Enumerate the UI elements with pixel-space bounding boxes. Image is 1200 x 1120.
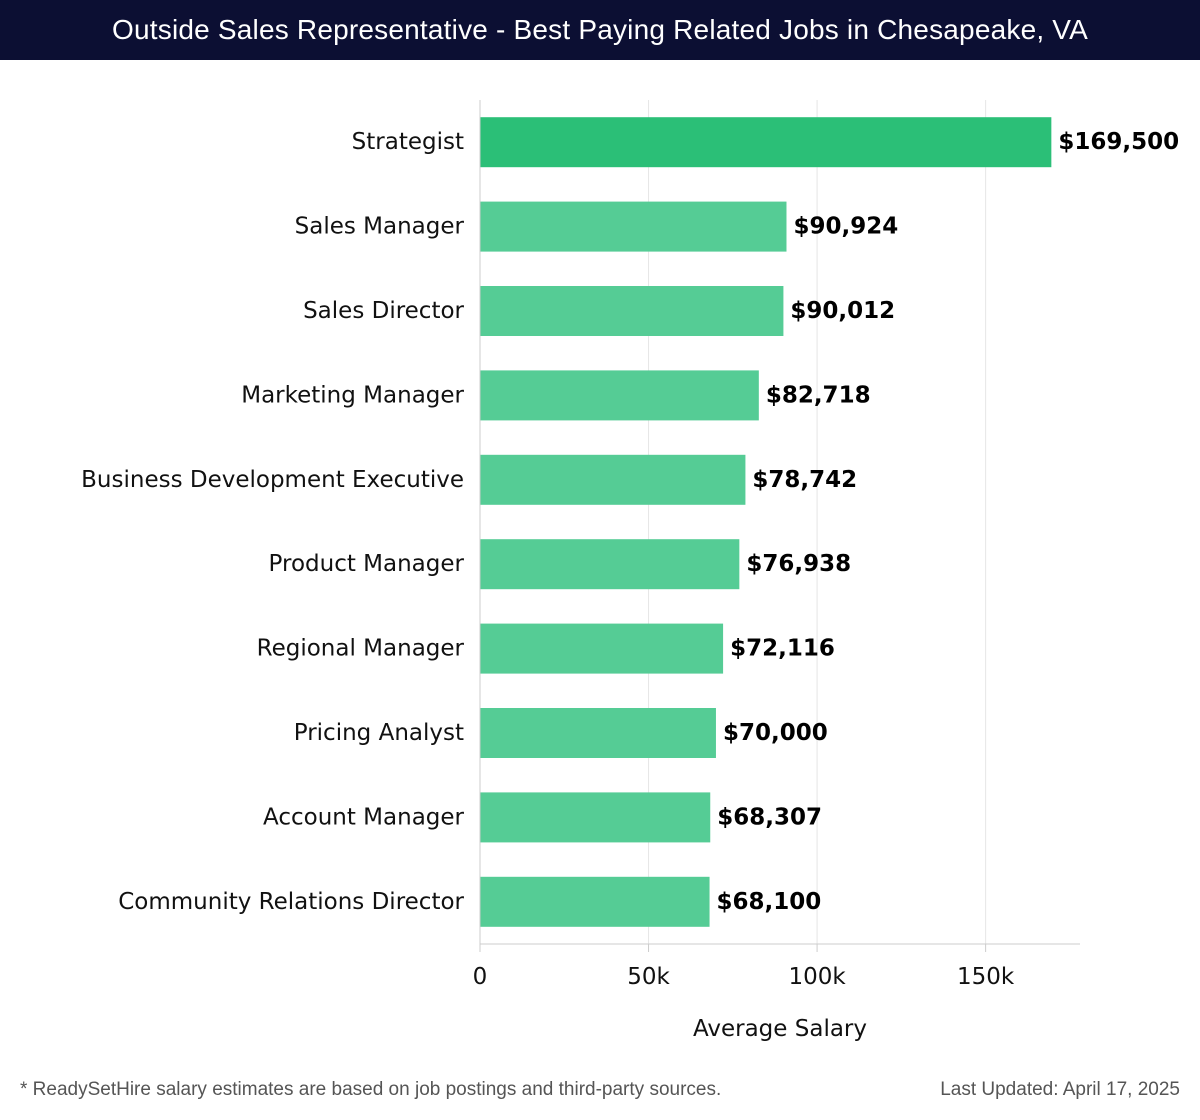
bar-6 xyxy=(480,623,724,674)
x-tick-label-3: 150k xyxy=(957,964,1015,990)
bar-3 xyxy=(480,370,759,421)
bar-9 xyxy=(480,876,710,927)
value-label-6: $72,116 xyxy=(730,636,835,662)
value-label-3: $82,718 xyxy=(766,382,871,408)
value-label-5: $76,938 xyxy=(746,551,851,577)
value-label-8: $68,307 xyxy=(717,804,822,830)
value-label-1: $90,924 xyxy=(793,214,898,240)
last-updated: Last Updated: April 17, 2025 xyxy=(940,1079,1180,1100)
salary-bar-chart: Strategist $169,500 Sales Manager $90,924 Sa… xyxy=(81,100,1179,1042)
bar-7 xyxy=(480,708,716,758)
value-label-2: $90,012 xyxy=(790,298,895,324)
category-label-6: Regional Manager xyxy=(257,636,465,662)
chart-title: Outside Sales Representative - Best Payi… xyxy=(0,0,1200,60)
category-label-4: Business Development Executive xyxy=(81,467,464,493)
bar-1 xyxy=(480,201,787,252)
bar-8 xyxy=(480,792,711,843)
category-label-1: Sales Manager xyxy=(295,214,465,240)
value-label-7: $70,000 xyxy=(723,720,828,746)
bar-0 xyxy=(480,117,1052,168)
footer-note: * ReadySetHire salary estimates are base… xyxy=(20,1079,722,1100)
bar-5 xyxy=(480,539,740,590)
x-tick-label-0: 0 xyxy=(473,964,488,990)
x-axis-title: Average Salary xyxy=(693,1016,867,1042)
bar-4 xyxy=(480,454,746,505)
value-label-4: $78,742 xyxy=(752,467,857,493)
category-label-8: Account Manager xyxy=(263,804,465,830)
category-label-9: Community Relations Director xyxy=(118,889,464,915)
bar-2 xyxy=(480,286,784,336)
value-label-9: $68,100 xyxy=(717,889,822,915)
category-label-0: Strategist xyxy=(352,129,464,155)
x-tick-label-1: 50k xyxy=(627,964,670,990)
value-label-0: $169,500 xyxy=(1058,129,1179,155)
category-label-7: Pricing Analyst xyxy=(294,720,464,746)
category-label-5: Product Manager xyxy=(269,551,465,577)
category-label-2: Sales Director xyxy=(303,298,464,324)
category-label-3: Marketing Manager xyxy=(241,382,464,408)
x-tick-label-2: 100k xyxy=(788,964,846,990)
